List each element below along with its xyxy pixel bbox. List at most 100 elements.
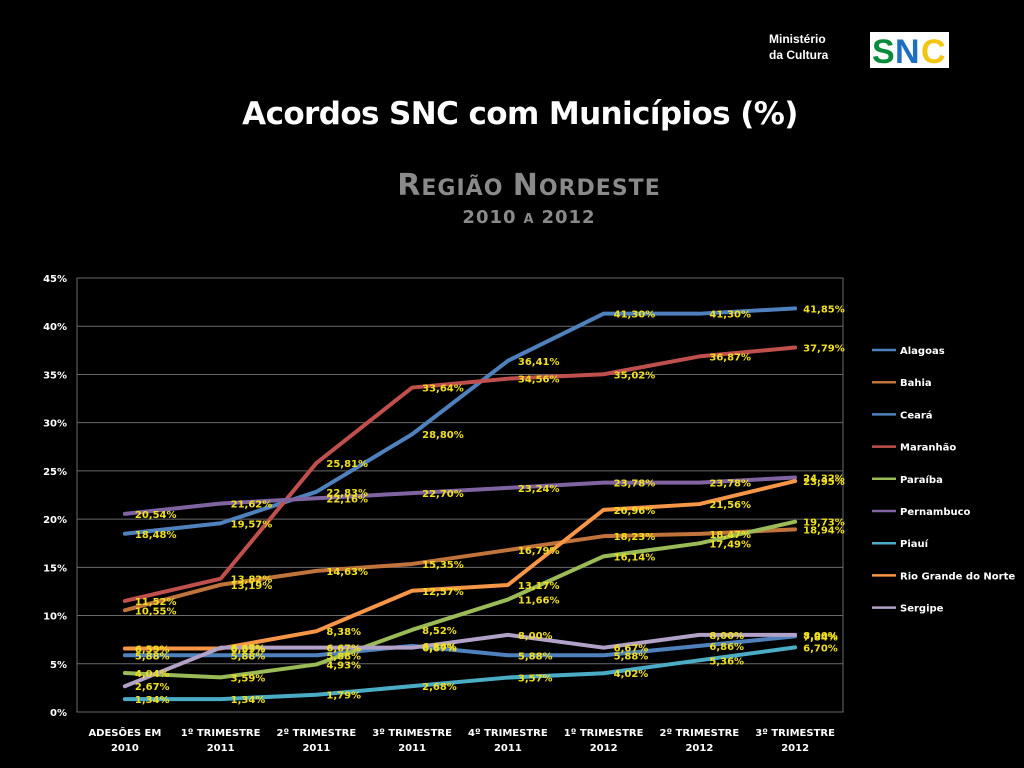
legend-label: Pernambuco <box>900 507 971 518</box>
snc-logo-letter-n: N <box>895 33 920 68</box>
x-tick-label: 2011 <box>494 743 522 754</box>
data-label: 28,80% <box>422 430 464 441</box>
data-label: 8,52% <box>422 626 457 637</box>
data-label: 34,56% <box>518 375 560 386</box>
data-label: 11,52% <box>135 597 177 608</box>
data-label: 25,81% <box>326 459 368 470</box>
data-label: 13,82% <box>231 575 273 586</box>
snc-logo-mark: S N C <box>870 32 949 71</box>
x-tick-label: 2º TRIMESTRE <box>277 728 357 739</box>
data-label: 22,16% <box>326 494 368 505</box>
x-tick-label: 3º TRIMESTRE <box>755 728 835 739</box>
data-label: 6,86% <box>709 642 744 653</box>
legend-label: Alagoas <box>900 346 945 357</box>
data-label: 4,93% <box>326 660 361 671</box>
data-label: 6,70% <box>803 643 838 654</box>
x-tick-label: 2010 <box>111 743 139 754</box>
data-label: 18,47% <box>709 530 751 541</box>
data-label: 8,00% <box>709 631 744 642</box>
data-label: 2,67% <box>135 682 170 693</box>
data-label: 6,59% <box>135 644 170 655</box>
series-line-sergipe <box>122 632 798 689</box>
data-label: 24,32% <box>803 473 845 484</box>
data-label: 20,54% <box>135 510 177 521</box>
data-label: 15,35% <box>422 560 464 571</box>
data-label: 3,59% <box>231 673 266 684</box>
y-tick-label: 35% <box>43 370 67 381</box>
y-tick-label: 0% <box>50 708 67 719</box>
data-label: 2,68% <box>422 682 457 693</box>
data-label: 22,70% <box>422 489 464 500</box>
data-label: 23,95% <box>803 477 845 488</box>
series-line-para-ba <box>122 519 798 680</box>
snc-logo-letter-s: S <box>872 33 895 68</box>
y-tick-label: 15% <box>43 563 67 574</box>
data-label: 1,34% <box>231 695 266 706</box>
data-label: 13,19% <box>231 581 273 592</box>
series-line-pernambuco <box>122 475 798 516</box>
data-label: 5,88% <box>231 651 266 662</box>
ministry-name-line1: Ministério <box>769 32 826 46</box>
data-label: 21,62% <box>231 499 273 510</box>
series-line-rio-grande-do-norte <box>122 479 798 651</box>
x-tick-label: 2011 <box>398 743 426 754</box>
data-label: 35,02% <box>614 370 656 381</box>
y-tick-label: 5% <box>50 660 67 671</box>
data-label: 12,57% <box>422 587 464 598</box>
x-tick-label: 2012 <box>590 743 618 754</box>
legend-label: Piauí <box>900 538 929 550</box>
x-tick-label: 2011 <box>207 743 235 754</box>
ministry-name-line2: da Cultura <box>769 48 829 62</box>
y-tick-label: 45% <box>43 274 67 285</box>
data-label: 8,38% <box>326 627 361 638</box>
data-label: 5,88% <box>135 651 170 662</box>
ministry-name: Ministério da Cultura <box>769 31 859 63</box>
data-label: 11,66% <box>518 596 560 607</box>
x-tick-label: 2012 <box>685 743 713 754</box>
data-label: 16,79% <box>518 546 560 557</box>
data-label: 19,57% <box>231 519 273 530</box>
data-label: 19,73% <box>803 518 845 529</box>
data-label: 8,00% <box>803 631 838 642</box>
legend-label: Sergipe <box>900 604 944 615</box>
data-label: 8,00% <box>518 631 553 642</box>
x-tick-label: 1º TRIMESTRE <box>181 728 261 739</box>
data-label: 5,88% <box>518 651 553 662</box>
data-label: 33,64% <box>422 384 464 395</box>
data-label: 36,41% <box>518 357 560 368</box>
data-label: 17,49% <box>709 539 751 550</box>
y-tick-label: 20% <box>43 515 67 526</box>
data-label: 1,34% <box>135 695 170 706</box>
data-label: 20,96% <box>614 506 656 517</box>
data-label: 41,30% <box>614 310 656 321</box>
data-label: 10,55% <box>135 606 177 617</box>
legend-label: Ceará <box>900 409 933 421</box>
y-tick-label: 25% <box>43 467 67 478</box>
series-line-piau- <box>122 645 798 702</box>
data-label: 18,48% <box>135 530 177 541</box>
data-label: 21,56% <box>709 500 751 511</box>
legend-label: Maranhão <box>900 443 956 454</box>
x-tick-label: 3º TRIMESTRE <box>372 728 452 739</box>
chart-subtitle-period: 2010 A 2012 <box>462 207 596 228</box>
data-label: 22,83% <box>326 488 368 499</box>
data-label: 5,88% <box>326 651 361 662</box>
legend-label: Paraíba <box>900 474 943 486</box>
data-label: 6,59% <box>231 644 266 655</box>
data-label: 37,79% <box>803 344 845 355</box>
data-label: 41,85% <box>803 304 845 315</box>
data-label: 16,14% <box>614 552 656 563</box>
data-label: 7,84% <box>803 632 838 643</box>
data-label: 6,67% <box>422 644 457 655</box>
x-tick-label: 4º TRIMESTRE <box>468 728 548 739</box>
x-tick-label: 1º TRIMESTRE <box>564 728 644 739</box>
data-label: 6,67% <box>326 644 361 655</box>
data-label: 6,67% <box>614 644 649 655</box>
data-label: 13,17% <box>518 581 560 592</box>
data-label: 36,87% <box>709 352 751 363</box>
data-label: 23,78% <box>709 479 751 490</box>
snc-logo: S N C <box>870 32 949 71</box>
data-label: 6,67% <box>231 644 266 655</box>
series-line-alagoas <box>122 634 798 658</box>
